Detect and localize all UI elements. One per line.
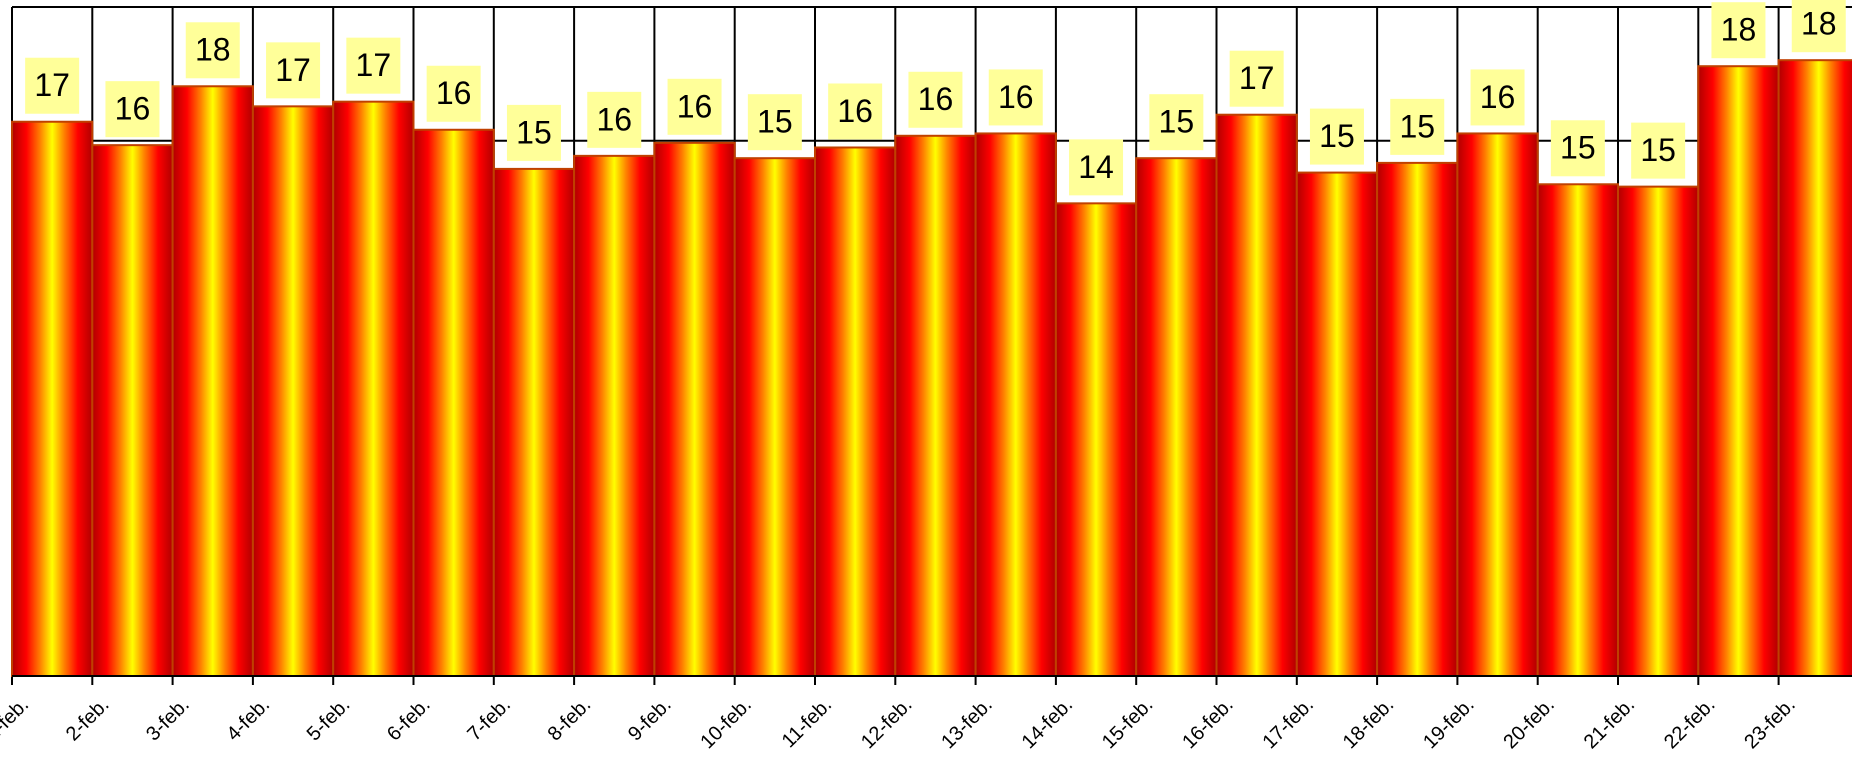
value-label-box xyxy=(105,81,160,138)
value-label: 15 xyxy=(516,114,552,150)
bar xyxy=(733,157,817,678)
x-tick-label: 17-feb. xyxy=(1258,694,1318,754)
value-label-box xyxy=(506,104,561,161)
bar xyxy=(1054,202,1138,677)
value-label: 16 xyxy=(596,101,632,137)
x-tick-label: 11-feb. xyxy=(778,694,837,753)
value-label-box xyxy=(1791,0,1846,53)
bar xyxy=(1135,157,1218,678)
bar xyxy=(1617,185,1700,677)
x-tick-label: 5-feb. xyxy=(303,694,355,746)
value-label: 15 xyxy=(1159,104,1195,140)
value-label: 17 xyxy=(34,67,70,103)
value-label-box xyxy=(988,69,1043,126)
value-label: 16 xyxy=(436,75,472,111)
bar xyxy=(1777,59,1852,678)
value-label-box xyxy=(908,71,963,128)
value-label: 17 xyxy=(356,47,392,83)
value-label: 17 xyxy=(275,52,311,88)
bar xyxy=(653,141,736,677)
x-tick-label: 2-feb. xyxy=(62,694,114,746)
x-tick-label: 19-feb. xyxy=(1419,694,1479,754)
bar xyxy=(1376,161,1459,677)
x-tick-label: 3-feb. xyxy=(142,694,194,746)
x-tick-label: 10-feb. xyxy=(696,694,756,754)
value-label: 18 xyxy=(195,32,231,68)
bar xyxy=(11,120,94,677)
value-label-box xyxy=(1309,108,1364,165)
value-label: 16 xyxy=(1480,79,1516,115)
x-tick-label: 15-feb. xyxy=(1098,694,1158,754)
bar xyxy=(412,128,495,678)
value-label-box xyxy=(1711,2,1766,59)
bar xyxy=(251,105,335,677)
bar xyxy=(332,100,415,677)
x-tick-label: 22-feb. xyxy=(1660,694,1720,754)
value-label: 18 xyxy=(1801,6,1837,42)
x-tick-label: 23-feb. xyxy=(1740,694,1800,754)
bar xyxy=(814,146,897,678)
value-label: 16 xyxy=(115,91,151,127)
value-label: 16 xyxy=(998,79,1034,115)
x-tick-label: 6-feb. xyxy=(383,694,435,746)
x-tick-label: 12-feb. xyxy=(857,694,917,754)
value-label-box xyxy=(346,37,401,94)
value-label-box xyxy=(747,94,802,151)
value-label: 15 xyxy=(1640,132,1676,168)
bar xyxy=(1215,113,1298,678)
x-tick-label: 4-feb. xyxy=(222,694,274,746)
bar xyxy=(91,144,174,677)
x-tick-label: 21-feb. xyxy=(1580,694,1640,754)
value-label-box xyxy=(587,91,642,148)
value-label-box xyxy=(1470,69,1525,126)
bar xyxy=(492,167,576,677)
bar xyxy=(1536,183,1619,677)
value-label: 16 xyxy=(837,93,873,129)
value-label: 17 xyxy=(1239,60,1275,96)
value-label: 16 xyxy=(918,81,954,117)
x-tick-label: 9-feb. xyxy=(624,694,676,746)
value-label: 15 xyxy=(1399,108,1435,144)
value-label-box xyxy=(1390,98,1445,155)
x-tick-label: 14-feb. xyxy=(1018,694,1078,754)
value-label-box xyxy=(1149,94,1204,151)
value-label: 14 xyxy=(1078,149,1114,185)
value-label-box xyxy=(1229,50,1284,107)
bar xyxy=(974,132,1057,678)
bar xyxy=(573,154,656,678)
x-tick-label: 20-feb. xyxy=(1499,694,1559,754)
value-label-box xyxy=(667,78,722,135)
x-tick-label: 8-feb. xyxy=(544,694,596,746)
x-tick-label: 13-feb. xyxy=(937,694,997,754)
bar xyxy=(171,85,254,678)
bar xyxy=(1295,171,1379,677)
bar xyxy=(894,134,977,678)
value-label-box xyxy=(1069,139,1124,196)
value-label-box xyxy=(1631,122,1686,179)
value-label-box xyxy=(828,83,883,140)
value-label-box xyxy=(266,42,321,99)
x-tick-label: 7-feb. xyxy=(463,694,515,746)
x-tick-label: 1-feb. xyxy=(0,694,33,746)
value-label-box xyxy=(25,57,80,114)
bar xyxy=(1456,132,1539,678)
value-label-box xyxy=(426,65,481,122)
bar xyxy=(1697,65,1780,678)
x-tick-label: 18-feb. xyxy=(1339,694,1399,754)
value-label-box xyxy=(185,22,240,79)
value-label: 15 xyxy=(757,104,793,140)
x-tick-label: 16-feb. xyxy=(1178,694,1238,754)
value-label: 15 xyxy=(1319,118,1355,154)
value-label: 16 xyxy=(677,88,713,124)
value-label: 18 xyxy=(1721,12,1757,48)
value-label: 15 xyxy=(1560,130,1596,166)
value-label-box xyxy=(1550,120,1605,177)
